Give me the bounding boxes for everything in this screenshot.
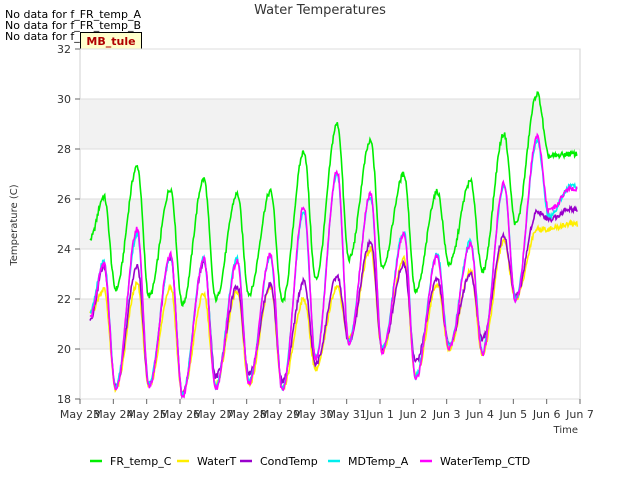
y-tick-label: 20	[57, 343, 71, 356]
x-tick-label: May 31	[327, 408, 367, 421]
no-data-note-1: No data for f_FR_temp_A	[5, 8, 141, 21]
x-tick-label: Jun 2	[398, 408, 427, 421]
site-tag-label: MB_tule	[80, 32, 142, 51]
x-tick-label: Jun 7	[565, 408, 594, 421]
chart-legend: FR_temp_C WaterT CondTemp MDTemp_A WaterTemp…	[90, 455, 530, 468]
x-tick-label: May 27	[193, 408, 233, 421]
x-tick-label: May 28	[227, 408, 267, 421]
x-tick-label: Jun 5	[498, 408, 527, 421]
x-tick-label: May 23	[60, 408, 100, 421]
x-tick-label: Jun 1	[365, 408, 394, 421]
x-tick-label: May 26	[160, 408, 200, 421]
series-line-FR_temp_C	[89, 91, 578, 307]
y-tick-label: 24	[57, 243, 71, 256]
no-data-note-2: No data for f_FR_temp_B	[5, 19, 142, 32]
chart-title: Water Temperatures	[254, 3, 386, 18]
series-line-WaterTemp_CTD	[89, 132, 578, 399]
legend-label: WaterTemp_CTD	[440, 455, 530, 468]
y-tick-label: 28	[57, 143, 71, 156]
legend-label: WaterT	[197, 455, 237, 468]
y-tick-label: 26	[57, 193, 71, 206]
y-axis-ticks: 18 20 22 24 26 28 30 32	[57, 43, 80, 406]
legend-label: FR_temp_C	[110, 455, 172, 468]
legend-label: MDTemp_A	[348, 455, 409, 468]
x-tick-label: Jun 6	[532, 408, 561, 421]
series-lines	[89, 91, 579, 400]
y-tick-label: 30	[57, 93, 71, 106]
x-tick-label: May 29	[260, 408, 300, 421]
y-tick-label: 18	[57, 393, 71, 406]
x-tick-label: May 30	[293, 408, 333, 421]
legend-label: CondTemp	[260, 455, 318, 468]
x-tick-label: May 25	[127, 408, 167, 421]
x-tick-label: Jun 3	[432, 408, 461, 421]
x-tick-label: May 24	[93, 408, 133, 421]
x-axis-label: Time	[553, 425, 578, 436]
y-axis-label: Temperature (C)	[9, 184, 20, 266]
x-tick-label: Jun 4	[465, 408, 494, 421]
y-tick-label: 32	[57, 43, 71, 56]
series-line-WaterT	[89, 219, 579, 397]
grid-band	[80, 99, 580, 149]
y-tick-label: 22	[57, 293, 71, 306]
